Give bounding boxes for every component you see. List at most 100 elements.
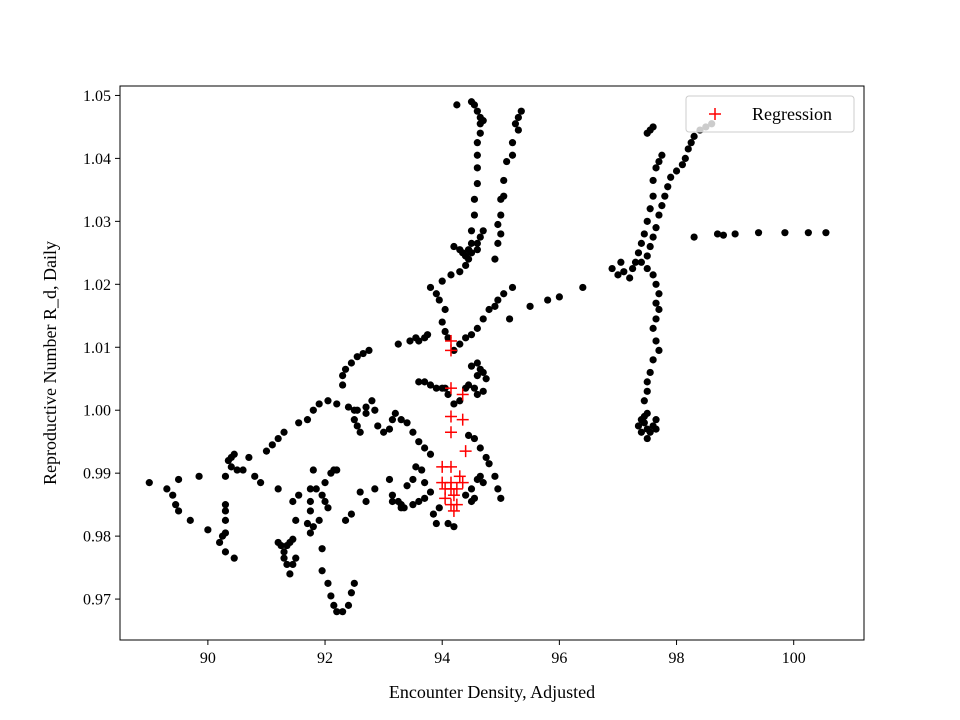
x-tick-label: 98 <box>669 650 685 667</box>
data-point <box>555 293 563 301</box>
data-point <box>356 488 364 496</box>
data-point <box>652 425 660 433</box>
data-point <box>614 271 622 279</box>
data-point <box>526 302 534 310</box>
data-point <box>230 450 238 458</box>
data-point <box>418 466 426 474</box>
data-point <box>634 249 643 257</box>
data-point <box>441 305 449 314</box>
data-point <box>295 419 303 427</box>
data-point <box>274 434 282 443</box>
data-point <box>462 334 470 342</box>
data-point <box>470 434 479 443</box>
data-point <box>318 491 326 499</box>
data-point <box>687 139 695 147</box>
data-point <box>429 510 438 518</box>
data-point <box>655 157 663 166</box>
data-point <box>514 126 522 134</box>
data-point <box>467 239 476 247</box>
data-point <box>649 356 657 364</box>
x-axis-ticks: 90 92 94 96 98 100 <box>200 640 806 667</box>
y-tick-label: 1.00 <box>83 403 111 420</box>
y-tick-label: 0.97 <box>83 592 111 609</box>
data-point <box>289 535 297 543</box>
data-point <box>491 472 499 480</box>
data-point <box>634 422 643 430</box>
data-point <box>494 485 502 493</box>
data-point <box>441 327 449 336</box>
data-point <box>462 491 470 499</box>
data-point <box>385 425 394 433</box>
data-point <box>292 554 300 562</box>
data-point <box>508 283 517 292</box>
data-point <box>473 164 481 172</box>
data-point <box>353 353 361 361</box>
data-point <box>333 608 341 616</box>
regression-point <box>444 410 457 423</box>
data-point <box>473 359 481 367</box>
data-point <box>511 120 520 128</box>
data-point <box>476 444 484 452</box>
data-point <box>359 349 367 358</box>
data-point <box>362 409 370 417</box>
data-point <box>274 485 282 493</box>
data-point <box>380 428 388 436</box>
data-point <box>421 494 429 502</box>
data-point <box>464 431 473 439</box>
data-point <box>637 258 645 266</box>
data-point <box>462 261 470 270</box>
data-point <box>643 434 651 443</box>
data-point <box>517 107 525 115</box>
data-point <box>295 491 303 499</box>
data-point <box>473 390 481 399</box>
data-point <box>626 274 634 282</box>
data-point <box>508 151 517 159</box>
data-point <box>514 113 522 122</box>
data-point <box>315 400 323 408</box>
data-point <box>681 154 689 162</box>
data-point <box>649 271 657 279</box>
data-point <box>608 264 616 273</box>
data-point <box>652 337 660 345</box>
data-point <box>280 554 288 562</box>
regression-point <box>444 460 457 473</box>
data-point <box>505 315 514 323</box>
y-tick-label: 0.99 <box>83 466 111 483</box>
data-point <box>658 151 666 159</box>
data-point <box>426 488 435 496</box>
data-point <box>667 173 675 181</box>
y-axis-label: Reproductive Number R_d, Daily <box>40 241 60 485</box>
data-point <box>283 560 291 569</box>
data-point <box>426 450 435 458</box>
data-point <box>394 340 402 348</box>
data-point <box>640 230 648 238</box>
data-point <box>145 479 153 487</box>
data-point <box>494 296 502 304</box>
data-point <box>309 406 317 414</box>
data-point <box>438 277 446 285</box>
data-point <box>500 192 508 200</box>
data-point <box>169 491 177 499</box>
data-point <box>362 403 370 411</box>
data-point <box>388 491 397 499</box>
data-point <box>485 305 493 314</box>
data-point <box>713 230 722 238</box>
data-point <box>450 400 458 408</box>
data-point <box>347 589 356 597</box>
data-point <box>447 271 455 279</box>
regression-point <box>447 489 460 502</box>
data-point <box>470 211 479 219</box>
data-point <box>652 416 660 424</box>
data-point <box>473 239 481 247</box>
x-tick-label: 90 <box>200 650 216 667</box>
data-point <box>174 475 183 484</box>
data-point <box>365 346 373 355</box>
data-point <box>321 497 329 506</box>
data-point <box>163 485 171 493</box>
data-point <box>655 211 663 219</box>
data-point <box>643 217 651 225</box>
data-point <box>339 371 347 380</box>
data-point <box>444 519 452 528</box>
data-point <box>204 526 212 534</box>
data-point <box>467 362 476 370</box>
